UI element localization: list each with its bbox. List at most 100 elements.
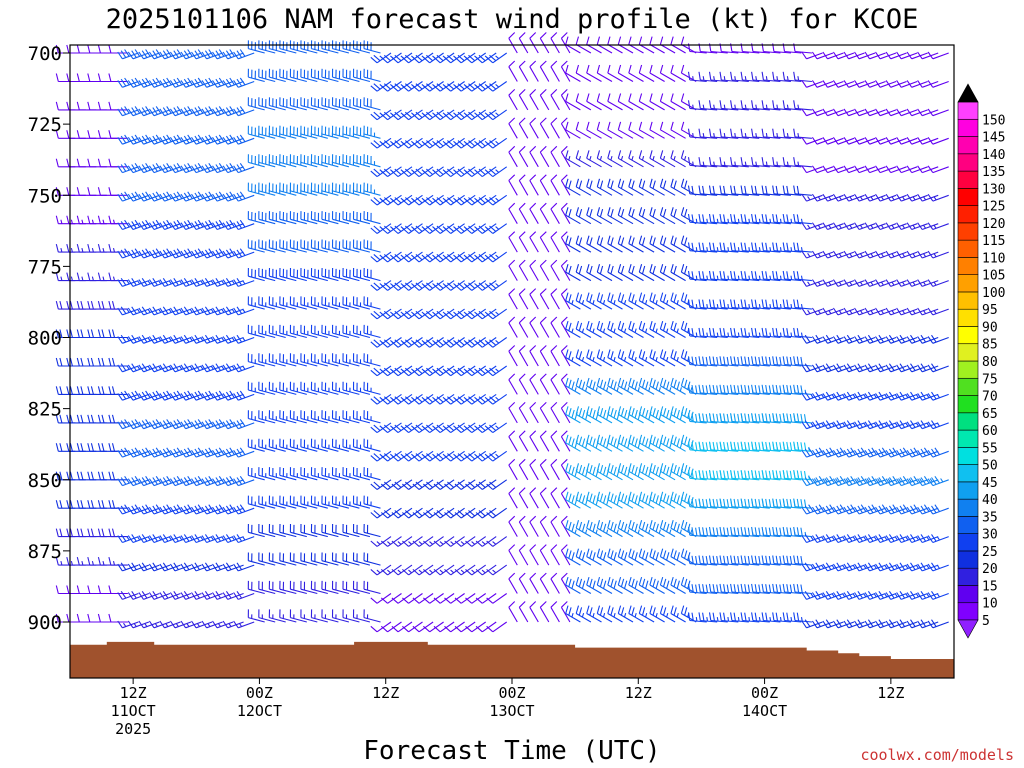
wind-barb-shaft bbox=[565, 214, 581, 225]
wind-barb-halfflag bbox=[765, 133, 768, 138]
wind-barb-shaft bbox=[731, 563, 749, 566]
wind-barb-flag bbox=[201, 393, 208, 401]
wind-barb-flag bbox=[239, 475, 246, 484]
wind-barb-flag bbox=[702, 555, 705, 564]
wind-barb-flag bbox=[373, 339, 381, 346]
wind-barb-flag bbox=[565, 434, 569, 443]
wind-barb-shaft bbox=[279, 617, 297, 623]
wind-barb-flag bbox=[394, 140, 402, 147]
wind-barb-flag bbox=[426, 396, 433, 403]
wind-barb-flag bbox=[518, 572, 526, 580]
wind-barb-flag bbox=[529, 487, 537, 494]
wind-barb-flag bbox=[444, 455, 452, 462]
wind-barb-flag bbox=[578, 464, 583, 474]
wind-barb-flag bbox=[225, 249, 232, 258]
wind-barb-flag bbox=[433, 227, 441, 234]
wind-barb-flag bbox=[568, 237, 572, 246]
wind-barb-flag bbox=[383, 424, 391, 431]
wind-barb-flag bbox=[457, 367, 465, 375]
wind-barb-flag bbox=[208, 447, 214, 456]
wind-barb-flag bbox=[111, 300, 116, 310]
wind-barb-flag bbox=[539, 487, 547, 494]
wind-barb-shaft bbox=[560, 94, 571, 111]
wind-barb-flag bbox=[180, 592, 187, 600]
wind-barb-flag bbox=[152, 107, 158, 115]
wind-barb-flag bbox=[730, 470, 733, 479]
wind-barb-shaft bbox=[689, 619, 707, 623]
wind-barb-flag bbox=[454, 512, 462, 519]
wind-barb-flag bbox=[404, 367, 412, 375]
wind-barb-shaft bbox=[539, 94, 550, 111]
wind-barb-flag bbox=[561, 316, 568, 324]
wind-barb-shaft bbox=[450, 593, 465, 604]
wind-barb-flag bbox=[402, 369, 409, 377]
wind-barb-flag bbox=[229, 191, 235, 199]
wind-barb-flag bbox=[208, 162, 214, 171]
wind-barb-shaft bbox=[248, 560, 265, 566]
wind-barb-flag bbox=[204, 107, 211, 115]
wind-barb-flag bbox=[117, 51, 123, 60]
wind-barb-flag bbox=[586, 207, 590, 216]
wind-barb-halfflag bbox=[581, 612, 585, 618]
wind-barb-flag bbox=[180, 449, 187, 458]
wind-barb-flag bbox=[550, 515, 558, 523]
wind-barb-flag bbox=[708, 583, 712, 593]
wind-barb-shaft bbox=[639, 584, 655, 594]
wind-barb-shaft bbox=[492, 52, 508, 64]
wind-barb-shaft bbox=[607, 328, 623, 338]
wind-barb-flag bbox=[592, 381, 596, 390]
wind-barb-halfflag bbox=[758, 617, 761, 622]
wind-barb-shaft bbox=[565, 413, 581, 424]
wind-barb-flag bbox=[465, 398, 473, 405]
wind-barb-shaft bbox=[731, 50, 749, 54]
wind-barb-flag bbox=[737, 470, 740, 479]
wind-barb-halfflag bbox=[581, 356, 585, 362]
wind-barb-flag bbox=[194, 135, 200, 144]
wind-barb-shaft bbox=[418, 564, 434, 576]
wind-barb-shaft bbox=[363, 161, 381, 168]
wind-barb-shaft bbox=[450, 479, 465, 490]
wind-barb-flag bbox=[568, 351, 572, 360]
wind-barb-shaft bbox=[721, 79, 739, 83]
wind-barb-halfflag bbox=[645, 612, 648, 618]
wind-barb-flag bbox=[691, 271, 694, 280]
wind-barb-flag bbox=[76, 414, 80, 424]
wind-barb-flag bbox=[684, 550, 688, 559]
wind-barb-shaft bbox=[269, 190, 286, 196]
wind-barb-shaft bbox=[321, 218, 339, 225]
wind-barb-flag bbox=[404, 253, 412, 261]
wind-barb-flag bbox=[215, 477, 221, 485]
wind-barb-flag bbox=[457, 424, 465, 431]
wind-barb-shaft bbox=[290, 361, 307, 367]
wind-barb-flag bbox=[225, 420, 232, 428]
wind-barb-shaft bbox=[311, 48, 328, 54]
wind-barb-flag bbox=[539, 60, 547, 68]
wind-barb-flag bbox=[370, 113, 378, 121]
wind-barb-halfflag bbox=[147, 536, 151, 541]
wind-barb-flag bbox=[586, 320, 590, 330]
wind-barb-flag bbox=[465, 256, 473, 263]
wind-barb-flag bbox=[233, 279, 239, 287]
wind-barb-flag bbox=[131, 221, 137, 229]
wind-barb-flag bbox=[645, 438, 649, 447]
wind-barb-halfflag bbox=[168, 337, 172, 342]
wind-barb-shaft bbox=[439, 223, 455, 234]
wind-barb-flag bbox=[687, 270, 691, 280]
wind-barb-flag bbox=[726, 527, 730, 536]
wind-barb-flag bbox=[402, 398, 409, 405]
wind-barb-shaft bbox=[363, 389, 381, 395]
wind-barb-halfflag bbox=[112, 247, 116, 253]
wind-barb-shaft bbox=[258, 531, 276, 538]
wind-barb-flag bbox=[740, 270, 743, 280]
wind-barb-shaft bbox=[429, 137, 444, 149]
wind-barb-flag bbox=[201, 51, 208, 60]
wind-barb-flag bbox=[575, 377, 580, 387]
wind-barb-flag bbox=[148, 364, 155, 373]
wind-barb-flag bbox=[218, 162, 225, 171]
wind-barb-shaft bbox=[353, 218, 371, 225]
wind-barb-flag bbox=[733, 498, 736, 508]
wind-barb-shaft bbox=[529, 521, 539, 537]
wind-barb-flag bbox=[708, 270, 712, 280]
wind-barb-shaft bbox=[353, 446, 371, 452]
wind-barb-flag bbox=[162, 78, 169, 87]
